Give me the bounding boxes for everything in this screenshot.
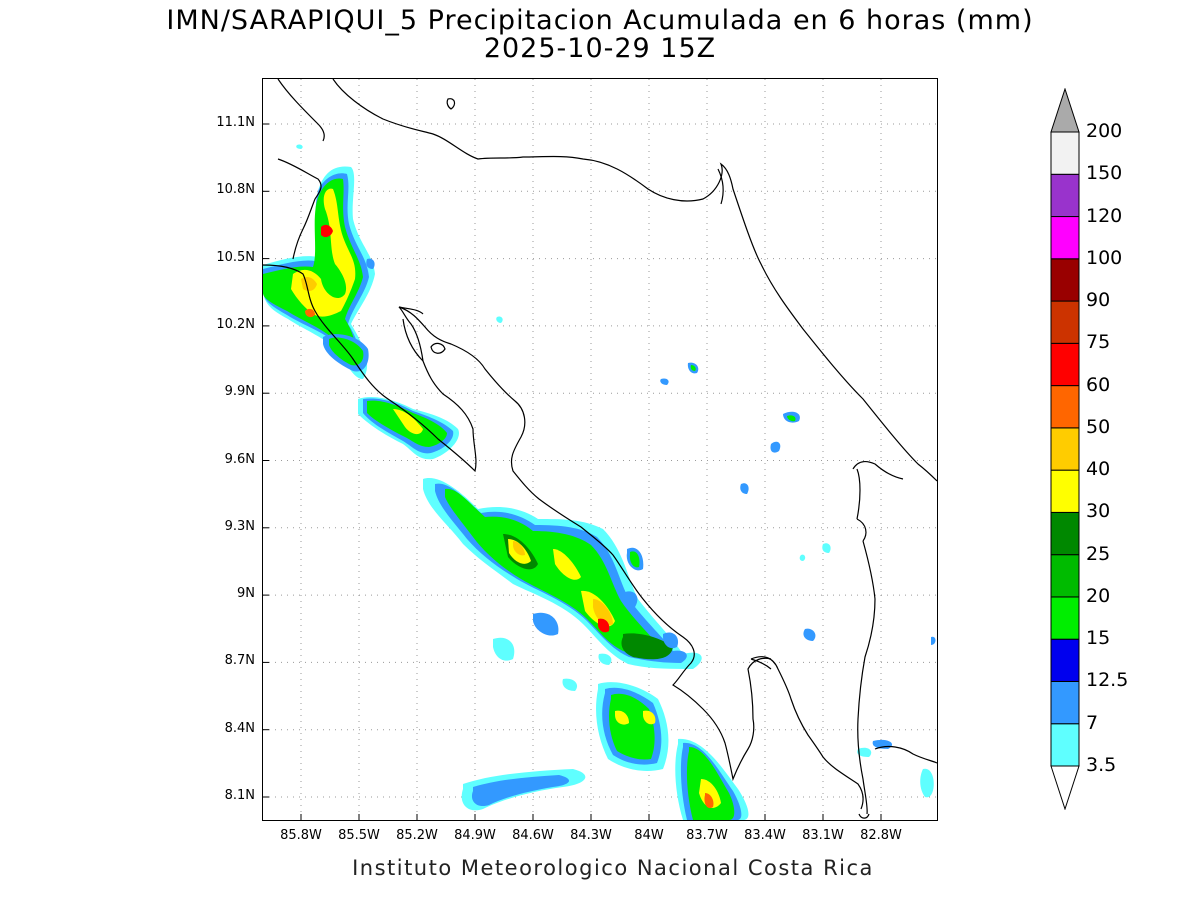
- colorbar-segment: [1050, 427, 1080, 471]
- y-tick-label: 10.2N: [216, 316, 255, 332]
- chart-subtitle-date: 2025-10-29 15Z: [483, 33, 717, 64]
- colorbar-level-label: 50: [1086, 415, 1111, 438]
- x-tick-label: 84.3W: [570, 828, 612, 843]
- colorbar-segment: [1050, 258, 1080, 302]
- colorbar-level-label: 20: [1086, 584, 1111, 607]
- colorbar-level-label: 12.5: [1086, 669, 1129, 692]
- colorbar: [1050, 88, 1080, 810]
- colorbar-segment: [1050, 216, 1080, 260]
- x-tick-label: 85.5W: [338, 828, 380, 843]
- colorbar-segment: [1050, 131, 1080, 175]
- colorbar-segment: [1050, 300, 1080, 344]
- colorbar-level-label: 100: [1086, 246, 1123, 269]
- colorbar-level-label: 200: [1086, 120, 1123, 142]
- precipitation-field: [263, 144, 936, 820]
- colorbar-level-label: 15: [1086, 627, 1111, 650]
- colorbar-level-label: 40: [1086, 458, 1111, 481]
- colorbar-level-label: 3.5: [1086, 754, 1117, 776]
- y-tick-label: 8.4N: [224, 720, 255, 736]
- x-tick-label: 82.8W: [860, 828, 902, 843]
- colorbar-segment: [1050, 680, 1080, 725]
- colorbar-top-arrow: [1050, 88, 1080, 133]
- x-tick-label: 83.4W: [744, 828, 786, 843]
- colorbar-level-label: 150: [1086, 162, 1123, 185]
- y-tick-label: 9N: [237, 586, 255, 602]
- colorbar-level-label: 60: [1086, 373, 1111, 396]
- colorbar-level-label: 7: [1086, 711, 1099, 734]
- y-tick-label: 11.1N: [216, 115, 255, 130]
- colorbar-level-label: 90: [1086, 289, 1111, 312]
- colorbar-level-label: 25: [1086, 542, 1111, 565]
- colorbar-segment: [1050, 511, 1080, 556]
- y-tick-label: 9.9N: [224, 384, 255, 400]
- colorbar-segment: [1050, 554, 1080, 598]
- colorbar-segment: [1050, 173, 1080, 218]
- x-tick-label: 84W: [634, 828, 664, 843]
- y-tick-label: 9.3N: [224, 518, 255, 534]
- colorbar-segment: [1050, 385, 1080, 429]
- x-tick-label: 85.2W: [396, 828, 438, 843]
- x-tick-label: 83.1W: [802, 828, 844, 843]
- x-tick-label: 84.6W: [512, 828, 554, 843]
- y-tick-label: 10.5N: [216, 249, 255, 265]
- colorbar-level-label: 30: [1086, 500, 1111, 523]
- map-canvas: [263, 79, 937, 820]
- coastlines: [263, 79, 937, 819]
- colorbar-level-label: 75: [1086, 331, 1111, 354]
- colorbar-segment: [1050, 596, 1080, 640]
- colorbar-bottom-arrow: [1050, 765, 1080, 810]
- chart-title: IMN/SARAPIQUI_5 Precipitacion Acumulada …: [166, 5, 1034, 36]
- x-tick-label: 84.9W: [454, 828, 496, 843]
- footer-credit: Instituto Meteorologico Nacional Costa R…: [352, 856, 874, 880]
- colorbar-level-label: 120: [1086, 204, 1123, 227]
- y-tick-label: 8.1N: [224, 788, 255, 803]
- y-tick-label: 10.8N: [216, 182, 255, 198]
- precipitation-map: [262, 78, 938, 821]
- y-tick-label: 9.6N: [224, 451, 255, 467]
- x-tick-label: 83.7W: [686, 828, 728, 843]
- y-tick-label: 8.7N: [224, 653, 255, 669]
- colorbar-segment: [1050, 469, 1080, 513]
- x-tick-label: 85.8W: [280, 828, 322, 843]
- colorbar-segment: [1050, 638, 1080, 682]
- colorbar-segment: [1050, 342, 1080, 387]
- colorbar-segment: [1050, 723, 1080, 767]
